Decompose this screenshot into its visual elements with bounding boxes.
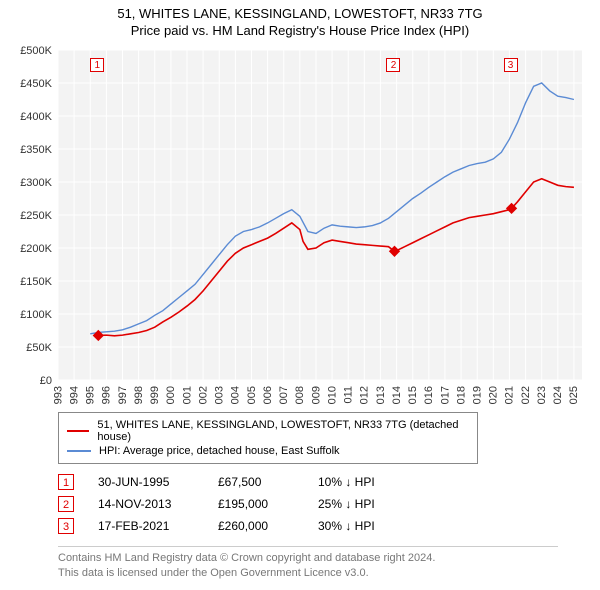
marker-row-price: £67,500 <box>218 475 318 489</box>
svg-text:2013: 2013 <box>375 386 387 404</box>
svg-text:£50K: £50K <box>26 342 52 354</box>
svg-text:2019: 2019 <box>472 386 484 404</box>
svg-text:£250K: £250K <box>20 210 52 222</box>
svg-text:2009: 2009 <box>310 386 322 404</box>
svg-text:1995: 1995 <box>85 386 97 404</box>
legend-label: 51, WHITES LANE, KESSINGLAND, LOWESTOFT,… <box>97 419 469 443</box>
marker-row: 3 17-FEB-2021£260,00030% ↓ HPI <box>58 518 592 534</box>
svg-text:2017: 2017 <box>439 386 451 404</box>
svg-text:2003: 2003 <box>214 386 226 404</box>
svg-text:1999: 1999 <box>149 386 161 404</box>
footer: Contains HM Land Registry data © Crown c… <box>58 546 558 581</box>
svg-text:£350K: £350K <box>20 144 52 156</box>
svg-text:2024: 2024 <box>552 386 564 404</box>
title-line2: Price paid vs. HM Land Registry's House … <box>8 23 592 38</box>
marker-row-price: £260,000 <box>218 519 318 533</box>
marker-row-pct: 30% ↓ HPI <box>318 519 438 533</box>
legend-label: HPI: Average price, detached house, East… <box>99 445 340 457</box>
marker-row: 2 14-NOV-2013£195,00025% ↓ HPI <box>58 496 592 512</box>
svg-text:2025: 2025 <box>568 386 580 404</box>
marker-row: 1 30-JUN-1995£67,50010% ↓ HPI <box>58 474 592 490</box>
svg-text:£400K: £400K <box>20 111 52 123</box>
svg-text:2008: 2008 <box>294 386 306 404</box>
marker-row-price: £195,000 <box>218 497 318 511</box>
svg-text:2016: 2016 <box>423 386 435 404</box>
svg-text:£500K: £500K <box>20 45 52 57</box>
chart-container: 51, WHITES LANE, KESSINGLAND, LOWESTOFT,… <box>0 0 600 589</box>
svg-text:1998: 1998 <box>133 386 145 404</box>
marker-row-pct: 25% ↓ HPI <box>318 497 438 511</box>
svg-text:2011: 2011 <box>343 386 355 404</box>
svg-text:2014: 2014 <box>391 386 403 404</box>
svg-text:£200K: £200K <box>20 243 52 255</box>
marker-table: 1 30-JUN-1995£67,50010% ↓ HPI 2 14-NOV-2013… <box>58 474 592 534</box>
svg-text:£150K: £150K <box>20 276 52 288</box>
marker-row-num: 1 <box>58 474 74 490</box>
chart-marker-1: 1 <box>90 58 104 72</box>
svg-text:2000: 2000 <box>165 386 177 404</box>
svg-text:1994: 1994 <box>68 386 80 404</box>
svg-text:2001: 2001 <box>181 386 193 404</box>
svg-text:2005: 2005 <box>246 386 258 404</box>
chart-svg: £0 £50K £100K £150K £200K £250K £300K £350K £400… <box>8 44 592 404</box>
title-line1: 51, WHITES LANE, KESSINGLAND, LOWESTOFT,… <box>8 6 592 21</box>
marker-row-date: 30-JUN-1995 <box>98 475 218 489</box>
svg-text:1997: 1997 <box>117 386 129 404</box>
marker-row-date: 17-FEB-2021 <box>98 519 218 533</box>
marker-row-num: 3 <box>58 518 74 534</box>
legend-item: 51, WHITES LANE, KESSINGLAND, LOWESTOFT,… <box>67 419 469 443</box>
svg-text:2023: 2023 <box>536 386 548 404</box>
svg-text:2004: 2004 <box>230 386 242 404</box>
legend-item: HPI: Average price, detached house, East… <box>67 445 469 457</box>
footer-line2: This data is licensed under the Open Gov… <box>58 566 558 581</box>
svg-text:1993: 1993 <box>52 386 64 404</box>
svg-text:2020: 2020 <box>488 386 500 404</box>
svg-text:2015: 2015 <box>407 386 419 404</box>
chart-marker-3: 3 <box>504 58 518 72</box>
svg-text:2010: 2010 <box>326 386 338 404</box>
svg-text:£0: £0 <box>40 375 52 387</box>
svg-text:2018: 2018 <box>455 386 467 404</box>
marker-row-pct: 10% ↓ HPI <box>318 475 438 489</box>
footer-line1: Contains HM Land Registry data © Crown c… <box>58 551 558 566</box>
svg-text:£100K: £100K <box>20 309 52 321</box>
svg-text:2002: 2002 <box>197 386 209 404</box>
svg-text:£450K: £450K <box>20 78 52 90</box>
chart-marker-2: 2 <box>386 58 400 72</box>
svg-text:2021: 2021 <box>504 386 516 404</box>
svg-text:1996: 1996 <box>101 386 113 404</box>
legend-swatch <box>67 450 91 452</box>
svg-text:2006: 2006 <box>262 386 274 404</box>
legend: 51, WHITES LANE, KESSINGLAND, LOWESTOFT,… <box>58 412 478 464</box>
svg-text:2007: 2007 <box>278 386 290 404</box>
svg-text:2012: 2012 <box>359 386 371 404</box>
svg-text:2022: 2022 <box>520 386 532 404</box>
marker-row-date: 14-NOV-2013 <box>98 497 218 511</box>
legend-swatch <box>67 430 89 432</box>
chart: £0 £50K £100K £150K £200K £250K £300K £350K £400… <box>8 44 592 404</box>
svg-text:£300K: £300K <box>20 177 52 189</box>
marker-row-num: 2 <box>58 496 74 512</box>
